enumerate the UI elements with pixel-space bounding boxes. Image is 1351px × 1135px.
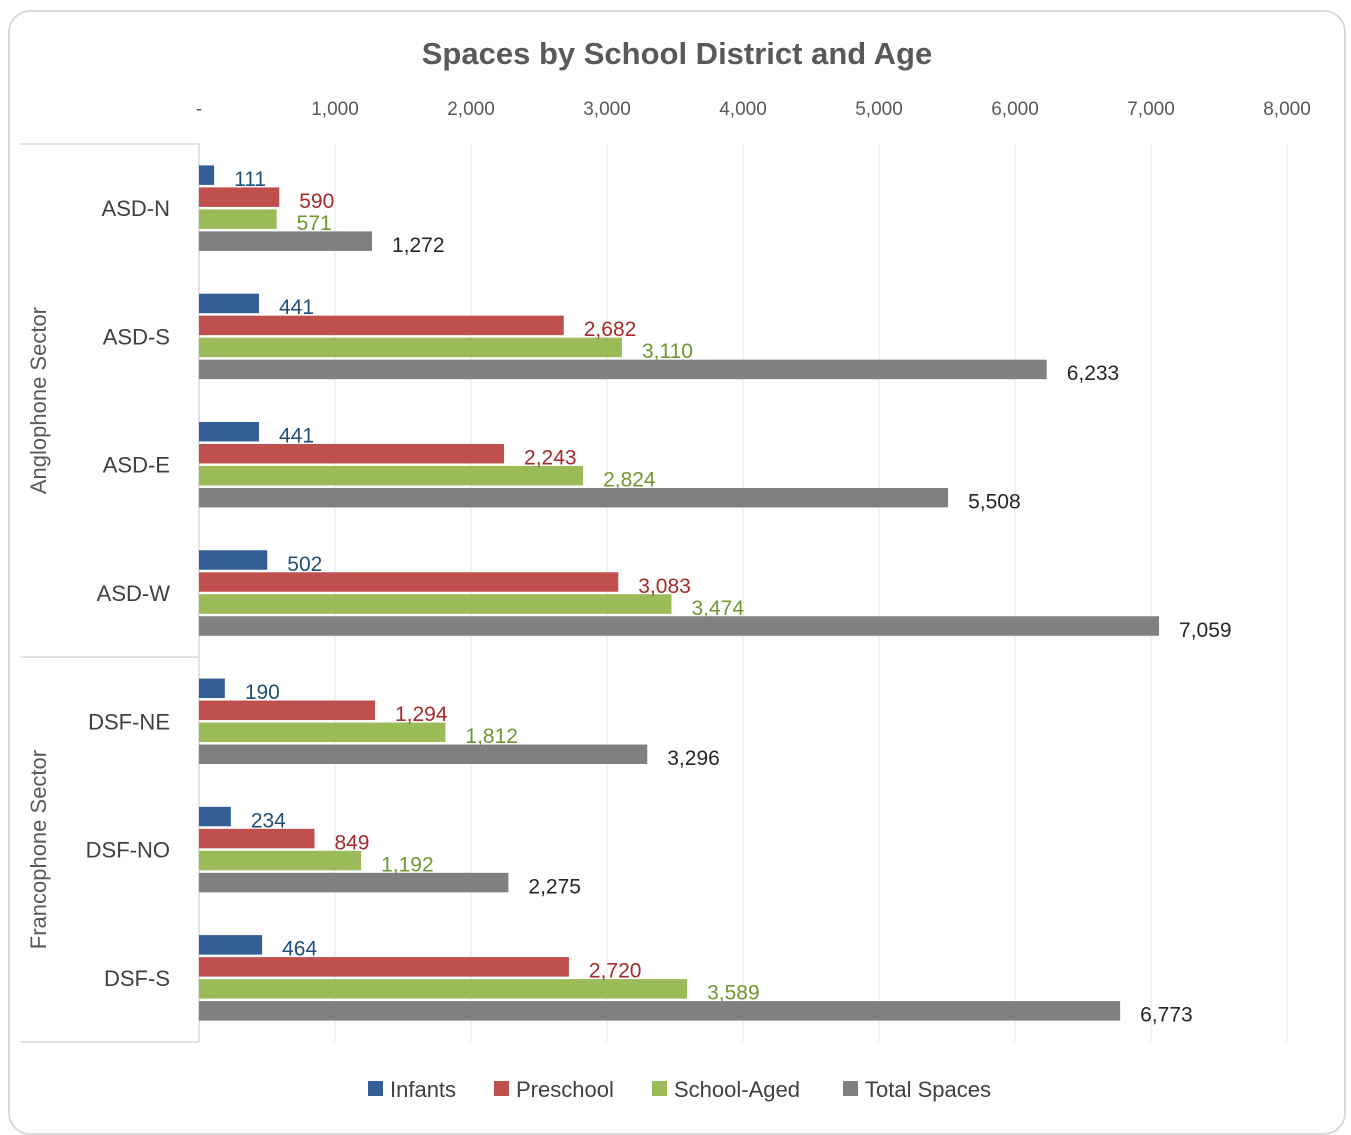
legend-label: School-Aged xyxy=(674,1077,800,1102)
bar-school-aged xyxy=(199,594,672,614)
bar-total-spaces xyxy=(199,1001,1121,1021)
data-label: 1,272 xyxy=(392,234,445,257)
data-label: 6,773 xyxy=(1140,1004,1193,1027)
bar-preschool xyxy=(199,187,280,207)
category-label: DSF-NE xyxy=(88,709,170,734)
data-label: 3,110 xyxy=(642,340,693,363)
bars xyxy=(199,165,1160,1021)
bar-total-spaces xyxy=(199,359,1047,380)
data-label: 2,682 xyxy=(584,318,637,341)
bar-school-aged xyxy=(199,337,622,358)
x-tick-label: 6,000 xyxy=(991,99,1039,120)
legend-swatch xyxy=(652,1081,667,1096)
legend-swatch xyxy=(494,1081,509,1096)
data-label: 1,192 xyxy=(381,853,434,876)
data-label: 1,294 xyxy=(395,703,448,726)
x-tick-label: 4,000 xyxy=(719,99,767,120)
data-label: 3,589 xyxy=(707,982,760,1005)
data-label: 2,275 xyxy=(528,875,581,898)
legend: Infants Preschool School-Aged Total Spaces xyxy=(368,1077,991,1102)
data-label: 6,233 xyxy=(1067,362,1120,385)
bar-school-aged xyxy=(199,979,688,999)
bar-total-spaces xyxy=(199,487,949,508)
bar-infants xyxy=(199,935,263,955)
bar-school-aged xyxy=(199,850,362,871)
legend-label: Total Spaces xyxy=(865,1077,991,1102)
category-label: DSF-NO xyxy=(86,838,170,863)
bar-preschool xyxy=(199,957,569,977)
data-label: 441 xyxy=(279,424,314,447)
bar-infants xyxy=(199,421,259,442)
bar-school-aged xyxy=(199,209,277,229)
bar-infants xyxy=(199,806,231,827)
category-label: ASD-S xyxy=(103,324,170,349)
axes: - 1,000 2,000 3,000 4,000 5,000 6,000 7,000 8,00… xyxy=(20,99,1311,1043)
bar-school-aged xyxy=(199,465,584,486)
data-label: 2,243 xyxy=(524,446,577,469)
x-tick-label: 8,000 xyxy=(1263,99,1311,120)
data-label: 3,474 xyxy=(691,597,744,620)
x-tick-label: 2,000 xyxy=(447,99,495,120)
bar-preschool xyxy=(199,700,375,721)
data-label: 464 xyxy=(282,938,317,961)
bar-infants xyxy=(199,293,259,314)
category-label: ASD-W xyxy=(97,581,171,606)
data-label: 190 xyxy=(245,681,280,704)
data-label: 5,508 xyxy=(968,490,1021,513)
data-label: 441 xyxy=(279,296,314,319)
data-label: 2,720 xyxy=(589,960,642,983)
data-label: 590 xyxy=(299,190,334,213)
bar-preschool xyxy=(199,572,619,592)
category-label: ASD-E xyxy=(103,453,170,478)
bar-total-spaces xyxy=(199,231,372,251)
bar-preschool xyxy=(199,828,315,849)
data-label: 111 xyxy=(234,168,266,191)
bar-infants xyxy=(199,678,225,699)
data-label: 502 xyxy=(287,553,322,576)
x-tick-label: 3,000 xyxy=(583,99,631,120)
legend-label: Preschool xyxy=(516,1077,614,1102)
data-label: 234 xyxy=(251,809,286,832)
legend-swatch xyxy=(368,1081,383,1096)
x-tick-label: 5,000 xyxy=(855,99,903,120)
x-tick-label: 7,000 xyxy=(1127,99,1175,120)
group-label: Francophone Sector xyxy=(26,750,51,949)
data-label: 3,296 xyxy=(667,747,720,770)
data-label: 849 xyxy=(334,831,369,854)
bar-total-spaces xyxy=(199,616,1160,636)
data-label: 7,059 xyxy=(1179,619,1232,642)
data-label: 571 xyxy=(297,212,332,235)
chart-title: Spaces by School District and Age xyxy=(422,36,933,71)
data-label: 2,824 xyxy=(603,468,656,491)
group-label: Anglophone Sector xyxy=(26,307,51,494)
data-label: 3,083 xyxy=(638,575,691,598)
x-tick-label: 1,000 xyxy=(311,99,359,120)
legend-swatch xyxy=(843,1081,858,1096)
legend-label: Infants xyxy=(390,1077,456,1102)
category-label: DSF-S xyxy=(104,966,170,991)
bar-preschool xyxy=(199,443,505,464)
bar-total-spaces xyxy=(199,744,648,765)
gridlines xyxy=(334,144,1288,1042)
bar-infants xyxy=(199,550,268,570)
x-tick-label: - xyxy=(196,99,202,120)
bar-preschool xyxy=(199,315,564,336)
bar-infants xyxy=(199,165,215,185)
bar-total-spaces xyxy=(199,872,509,893)
category-label: ASD-N xyxy=(102,196,170,221)
data-label: 1,812 xyxy=(465,725,518,748)
bar-school-aged xyxy=(199,722,446,743)
